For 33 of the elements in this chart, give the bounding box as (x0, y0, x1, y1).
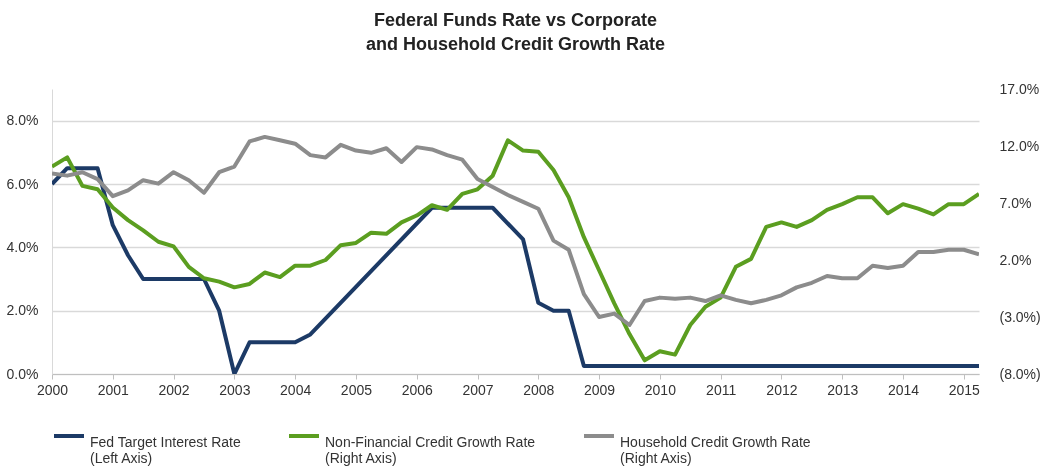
x-tick-label: 2008 (523, 381, 555, 398)
line-series (52, 134, 979, 327)
y2-tick-label: 12.0% (999, 137, 1040, 154)
x-tick-label: 2010 (644, 381, 677, 398)
x-tick-label: 2001 (97, 381, 130, 398)
x-tick-label: 2013 (827, 381, 859, 398)
y-tick-label: 8.0% (6, 112, 39, 129)
y-tick-label: 4.0% (6, 238, 39, 255)
x-tick-label: 2004 (280, 381, 312, 398)
y2-tick-label: 17.0% (999, 80, 1040, 97)
y-tick-label: 6.0% (6, 175, 39, 192)
x-tick-label: 2005 (340, 381, 373, 398)
chart-title: Federal Funds Rate vs Corporate and Household Credit Growth Rate (365, 10, 666, 54)
y2-tick-label: 2.0% (999, 251, 1032, 268)
x-tick-label: 2003 (219, 381, 251, 398)
y-tick-label: 0.0% (6, 365, 39, 382)
legend-label: Household Credit Growth Rate (Right Axis) (620, 434, 811, 466)
x-tick-label: 2014 (887, 381, 920, 398)
x-tick-label: 2006 (401, 381, 433, 398)
x-tick-label: 2011 (706, 381, 737, 398)
x-tick-label: 2000 (36, 381, 69, 398)
x-tick-label: 2009 (584, 381, 616, 398)
y2-tick-label: (3.0%) (999, 308, 1041, 325)
y-tick-label: 2.0% (6, 302, 39, 319)
legend-label: Fed Target Interest Rate (Left Axis) (90, 434, 241, 466)
y2-tick-label: (8.0%) (999, 365, 1041, 382)
x-tick-label: 2002 (158, 381, 190, 398)
y2-tick-label: 7.0% (999, 194, 1032, 211)
x-tick-label: 2007 (462, 381, 494, 398)
x-tick-label: 2015 (948, 381, 981, 398)
line-series (52, 138, 979, 363)
x-tick-label: 2012 (766, 381, 798, 398)
legend-label: Non-Financial Credit Growth Rate (Right Axis) (325, 434, 536, 466)
